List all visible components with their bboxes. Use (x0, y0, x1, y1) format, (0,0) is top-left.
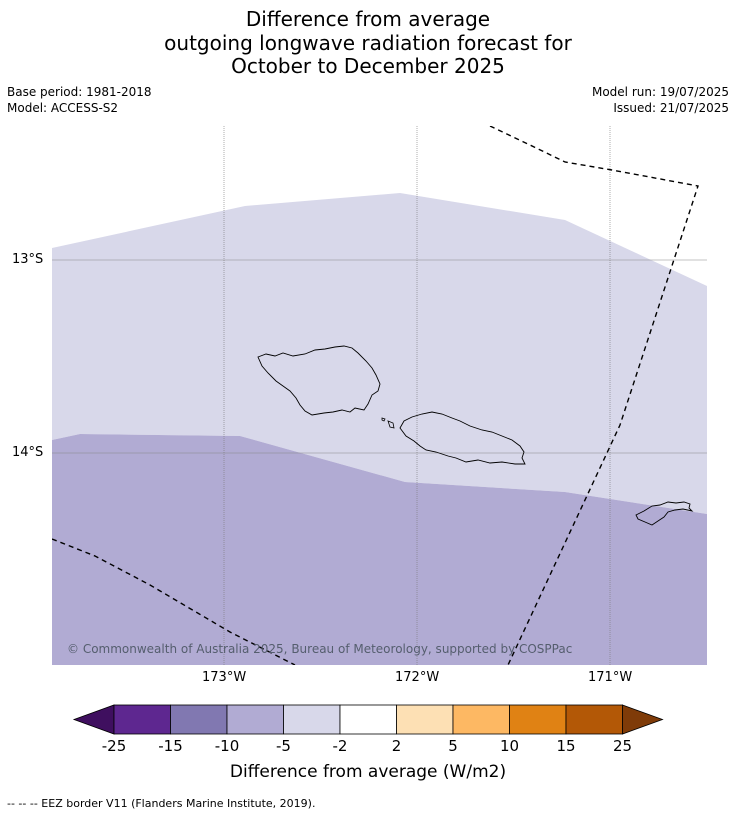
colorbar-segment (452, 704, 510, 735)
colorbar-segment (113, 704, 171, 735)
colorbar-tick-label: 10 (499, 737, 520, 755)
island-manono (387, 420, 395, 429)
colorbar-segments (72, 704, 664, 735)
colorbar-segment (170, 704, 228, 735)
title-line-2: outgoing longwave radiation forecast for (164, 30, 572, 55)
title-line-1: Difference from average (245, 7, 491, 31)
colorbar-segment (283, 704, 341, 735)
colorbar-tick-label: 25 (612, 737, 633, 755)
meta-left: Base period: 1981-2018 Model: ACCESS-S2 (7, 84, 152, 116)
chart-title: Difference from average outgoing longwav… (0, 7, 736, 79)
colorbar-tick-label: 15 (556, 737, 576, 755)
lon-label-173w: 173°W (202, 670, 247, 685)
colorbar-segment (565, 704, 623, 735)
lat-label-14s: 14°S (12, 445, 44, 460)
base-period: Base period: 1981-2018 (7, 85, 152, 99)
colorbar-tick-label: -2 (332, 737, 348, 755)
colorbar-arrow-low (72, 704, 115, 735)
island-savaii (257, 345, 381, 416)
eez-legend-footnote: -- -- -- EEZ border V11 (Flanders Marine… (7, 797, 316, 810)
colorbar-segment (339, 704, 397, 735)
colorbar-tick-label: 2 (391, 737, 402, 755)
eez-border-southwest (52, 538, 296, 665)
colorbar-label: Difference from average (W/m2) (229, 762, 507, 782)
colorbar-segment (226, 704, 284, 735)
island-tutuila (635, 501, 694, 526)
colorbar-segment (509, 704, 567, 735)
issued-date: Issued: 21/07/2025 (613, 101, 729, 115)
lon-label-171w: 171°W (588, 670, 633, 685)
title-line-3: October to December 2025 (231, 54, 505, 78)
eez-border-east (489, 126, 699, 665)
colorbar-tick-label: 5 (448, 737, 458, 755)
island-apolima (381, 417, 386, 422)
model-run: Model run: 19/07/2025 (591, 85, 729, 99)
anomaly-region-light (52, 193, 707, 514)
colorbar-tick-label: -25 (101, 737, 127, 755)
colorbar-tick-label: -15 (158, 737, 183, 755)
colorbar-tick-label: -10 (214, 737, 240, 755)
anomaly-region-medium (52, 434, 707, 665)
colorbar-segment (396, 704, 454, 735)
meta-right: Model run: 19/07/2025 Issued: 21/07/2025 (592, 84, 729, 116)
island-upolu (399, 411, 526, 465)
model-name: Model: ACCESS-S2 (7, 101, 119, 115)
colorbar-tick-label: -5 (276, 737, 291, 755)
lon-label-172w: 172°W (395, 670, 440, 685)
copyright-notice: © Commonwealth of Australia 2025, Bureau… (67, 642, 573, 656)
lat-label-13s: 13°S (12, 252, 44, 267)
colorbar-arrow-high (622, 704, 664, 735)
